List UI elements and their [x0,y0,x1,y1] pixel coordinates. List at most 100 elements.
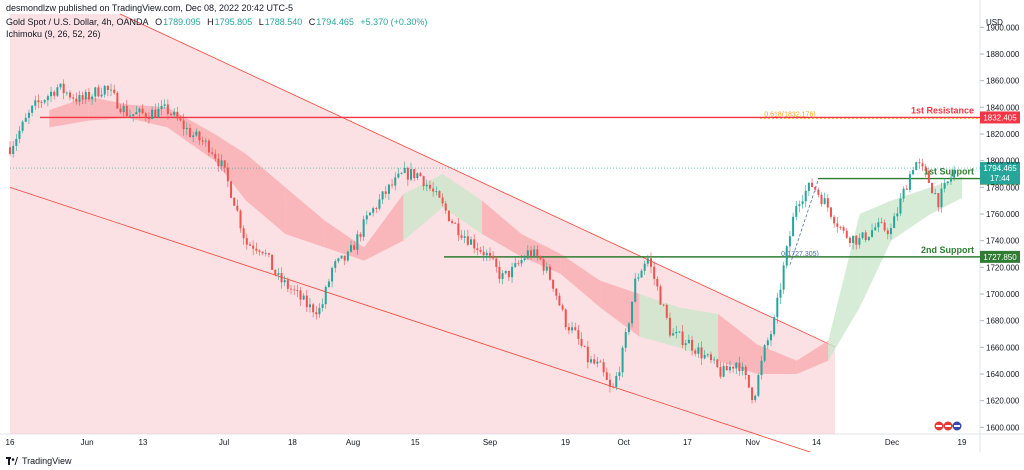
candle-body [432,188,435,192]
candle-body [43,100,46,103]
candle-body [526,250,529,259]
x-tick-label: 16 [6,438,15,447]
candle-body [267,253,270,255]
candle-body [700,347,703,359]
candle-body [100,94,103,97]
cloud-segment [285,187,325,248]
candle-body [312,304,315,313]
indicator-label: Ichimoku (9, 26, 52, 26) [6,29,101,39]
candle-body [728,366,731,371]
candle-body [9,147,11,154]
candle-body [577,330,580,339]
candle-body [324,286,327,305]
candle-body [627,323,630,333]
candle-body [779,289,782,298]
cloud-segment [796,340,829,374]
candle-body [735,362,738,369]
candle-body [400,172,403,174]
candle-body [507,270,510,278]
candle-body [72,97,75,99]
candle-body [899,198,902,214]
candle-body [539,256,542,260]
price-chart[interactable]: 1st Resistance 0.618(1832.176) 1832.405 1st… [0,0,1024,452]
candle-body [927,171,930,183]
candle-body [394,177,397,186]
y-tick-label: 1880.000 [986,50,1020,59]
candle-body [403,168,406,173]
x-tick-label: 13 [139,438,148,447]
y-tick-label: 1620.000 [986,397,1020,406]
footer-brand: TradingView [22,456,72,466]
candle-body [621,347,624,373]
candle-body [271,254,274,270]
candle-body [662,304,665,306]
cloud-segment [859,200,892,308]
candle-body [709,354,712,361]
candle-body [492,255,495,259]
candle-body [274,269,277,275]
candle-body [365,215,368,220]
candle-body [738,362,741,371]
candle-body [375,208,378,209]
candle-body [138,108,141,113]
candle-body [908,174,911,190]
candle-body [248,244,251,246]
candle-body [372,208,375,213]
candle-body [880,222,883,224]
candle-body [668,317,671,336]
level-name: 2nd Support [921,245,974,255]
candle-body [640,270,643,278]
candle-body [643,263,646,271]
ohlc-values: O1789.095 H1795.805 L1788.540 C1794.465 … [155,17,428,27]
candle-body [463,236,466,238]
candle-body [921,163,924,167]
candle-body [302,295,305,300]
candle-body [934,193,937,194]
candle-body [631,301,634,324]
y-tick-label: 1760.000 [986,210,1020,219]
level-price-badge [980,111,1020,124]
candle-body [113,89,116,93]
y-tick-label: 1700.000 [986,290,1020,299]
candle-body [836,223,839,227]
candle-body [18,130,21,139]
fib-label: 0(1727.305) [781,251,819,258]
candle-body [852,235,855,244]
candle-body [842,227,845,231]
ichimoku-cloud [49,96,962,374]
candle-body [451,221,454,223]
candle-body [634,278,637,302]
flags-icon[interactable] [934,420,964,432]
cloud-segment [442,174,483,234]
y-tick-label: 1720.000 [986,263,1020,272]
y-tick-label: 1600.000 [986,423,1020,432]
candle-body [874,227,877,231]
candle-body [804,190,807,202]
candle-body [277,273,280,275]
candle-body [78,95,81,102]
candle-body [523,258,526,261]
candle-body [571,327,574,331]
candle-body [447,210,450,222]
x-tick-label: Sep [483,438,498,447]
candle-body [479,249,482,252]
candle-body [732,366,735,369]
candle-body [94,87,97,97]
candle-body [886,230,889,235]
candle-body [226,167,229,182]
y-tick-label: 1740.000 [986,237,1020,246]
candle-body [893,216,896,229]
candle-body [195,131,198,136]
y-tick-label: 1840.000 [986,103,1020,112]
candle-body [580,338,583,346]
candle-body [384,191,387,194]
candle-body [460,235,463,238]
y-tick-label: 1860.000 [986,77,1020,86]
candle-body [612,386,615,388]
candle-body [356,234,359,250]
candle-body [413,169,416,179]
y-tick-label: 1640.000 [986,370,1020,379]
candle-body [694,350,697,354]
cloud-segment [678,307,719,361]
level-name: 1st Support [924,167,974,177]
